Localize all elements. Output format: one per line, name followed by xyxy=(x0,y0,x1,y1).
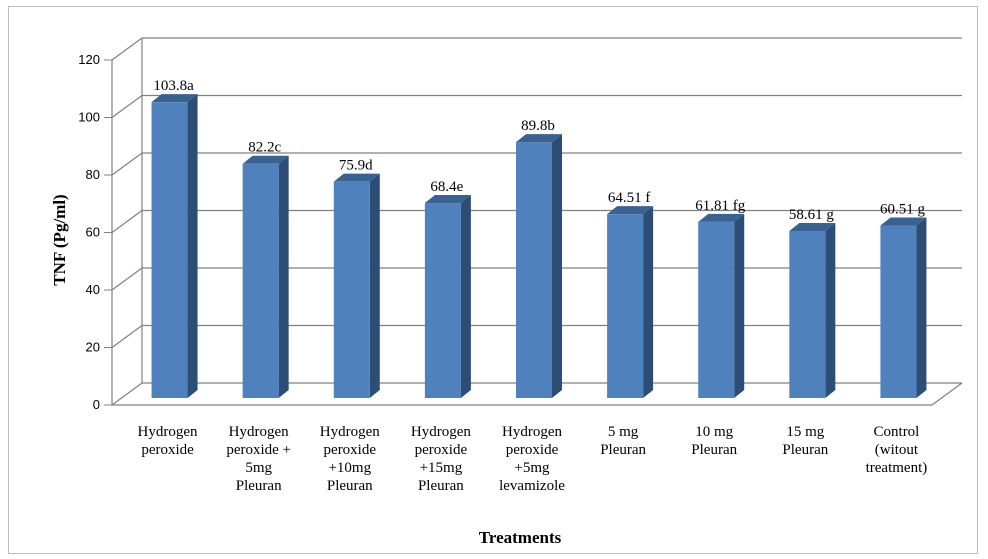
data-label: 61.81 fg xyxy=(695,198,745,214)
bar-side xyxy=(552,134,562,398)
bar-top xyxy=(607,206,654,215)
bar-top xyxy=(789,222,836,231)
bar xyxy=(880,217,927,398)
y-axis-title: TNF (Pg/ml) xyxy=(50,194,69,285)
data-label: 89.8b xyxy=(521,118,555,134)
x-category-label: 15 mg Pleuran xyxy=(782,424,828,458)
gridline-side xyxy=(111,267,143,291)
x-category-label: Hydrogen peroxide +5mg Pleuran xyxy=(226,424,291,494)
x-category-label: Hydrogen peroxide +5mg levamizole xyxy=(499,424,565,494)
bar-side xyxy=(460,195,471,398)
bar-side xyxy=(278,155,289,398)
bar xyxy=(151,94,198,399)
x-axis-title: Treatments xyxy=(479,528,562,547)
bar-side xyxy=(916,217,927,398)
data-label: 58.61 g xyxy=(789,207,835,223)
bar-front xyxy=(242,163,279,398)
data-label: 60.51 g xyxy=(880,202,926,218)
gridline-side xyxy=(111,95,143,118)
bar-front xyxy=(516,142,552,398)
bar-side xyxy=(643,206,654,398)
bar xyxy=(607,206,654,398)
bar-top xyxy=(242,155,289,164)
y-tick-label: 0 xyxy=(93,397,100,412)
bar-front xyxy=(789,230,826,398)
data-label: 64.51 f xyxy=(608,190,651,206)
gridline-side xyxy=(111,152,143,176)
gridline-side xyxy=(111,210,143,233)
bar xyxy=(789,222,836,398)
gridline-side xyxy=(111,382,143,406)
bar-side xyxy=(187,94,198,399)
bar-top xyxy=(516,134,562,143)
data-label: 103.8a xyxy=(153,78,194,94)
bar-side xyxy=(369,173,380,398)
bar-front xyxy=(424,203,461,398)
gridline-side xyxy=(111,37,143,61)
x-axis-categories: Hydrogen peroxide Hydrogen peroxide +5mg Ple… xyxy=(138,424,928,494)
x-category-label: Control (witout treatment) xyxy=(866,424,928,476)
y-tick-label: 80 xyxy=(86,167,100,182)
bar-front xyxy=(333,181,370,398)
y-tick-label: 60 xyxy=(86,225,100,240)
bar-top xyxy=(698,213,745,222)
x-category-label: Hydrogen peroxide +15mg Pleuran xyxy=(411,424,471,494)
bar-top xyxy=(151,94,198,103)
bar xyxy=(242,155,289,398)
bar-top xyxy=(424,195,471,204)
floor-right-edge xyxy=(931,382,963,406)
bar xyxy=(516,134,562,398)
y-tick-label: 20 xyxy=(86,340,100,355)
bar-top xyxy=(333,173,380,182)
x-category-label: Hydrogen peroxide xyxy=(138,424,198,458)
y-tick-label: 120 xyxy=(78,52,100,67)
x-category-label: 10 mg Pleuran xyxy=(691,424,737,458)
bar-front xyxy=(698,221,735,398)
data-labels: 103.8a 82.2c 75.9d 68.4e 89.8b 64.51 f 61.81 f… xyxy=(153,78,925,223)
bar-top xyxy=(880,217,927,226)
y-tick-label: 40 xyxy=(86,282,100,297)
y-axis-ticks: 0 20 40 60 80 100 120 xyxy=(78,52,112,412)
bar-front xyxy=(151,102,188,399)
bar xyxy=(424,195,471,398)
data-label: 82.2c xyxy=(248,140,281,156)
y-tick-label: 100 xyxy=(78,110,100,125)
bar xyxy=(698,213,745,398)
x-category-label: Hydrogen peroxide +10mg Pleuran xyxy=(320,424,380,494)
data-label: 75.9d xyxy=(339,158,373,174)
bar xyxy=(333,173,380,398)
bar-front xyxy=(607,214,644,398)
gridline-side xyxy=(111,325,143,348)
bar-side xyxy=(734,213,745,398)
x-category-label: 5 mg Pleuran xyxy=(600,424,646,458)
chart-bars xyxy=(151,94,927,399)
bar-front xyxy=(880,225,917,398)
bar-side xyxy=(825,222,836,398)
data-label: 68.4e xyxy=(430,179,463,195)
